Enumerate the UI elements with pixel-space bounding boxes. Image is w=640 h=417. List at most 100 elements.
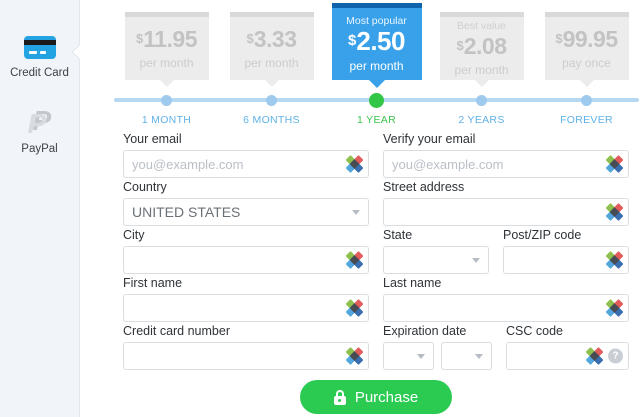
checkout-main: $11.95 per month $3.33 per month Most po… bbox=[80, 0, 640, 417]
diamond-cluster-icon bbox=[605, 299, 624, 317]
credit-card-icon bbox=[23, 36, 56, 59]
currency: $ bbox=[246, 31, 254, 46]
expiration-month-select[interactable] bbox=[383, 342, 434, 370]
plan-1-month[interactable]: $11.95 per month bbox=[124, 12, 209, 87]
paypal-p-back: P bbox=[32, 105, 52, 136]
expiration-year-select[interactable] bbox=[441, 342, 492, 370]
price: 11.95 bbox=[143, 26, 198, 52]
currency: $ bbox=[555, 31, 563, 46]
last-name-field[interactable] bbox=[383, 294, 629, 322]
plan-forever[interactable]: $99.95 pay once bbox=[544, 12, 629, 87]
plan-pointer bbox=[474, 80, 489, 87]
card-number-field[interactable] bbox=[123, 342, 369, 370]
duration-1-month[interactable]: 1 MONTH bbox=[141, 114, 192, 126]
zip-label: Post/ZIP code bbox=[503, 228, 582, 242]
diamond-cluster-icon bbox=[345, 155, 364, 173]
card-number-label: Credit card number bbox=[123, 324, 230, 338]
plan-pointer bbox=[159, 80, 174, 87]
street-address-field[interactable] bbox=[383, 198, 629, 226]
verify-email-field[interactable] bbox=[383, 150, 629, 178]
pricing-plans: $11.95 per month $3.33 per month Most po… bbox=[114, 0, 639, 88]
credit-card-label: Credit Card bbox=[10, 67, 69, 79]
diamond-cluster-icon bbox=[605, 203, 624, 221]
diamond-cluster-icon bbox=[345, 299, 364, 317]
plan-price: $2.50 bbox=[348, 28, 405, 59]
paypal-label: PayPal bbox=[21, 143, 58, 155]
payment-method-sidebar: Credit Card P P PayPal bbox=[0, 0, 89, 417]
diamond-cluster-icon bbox=[585, 347, 604, 365]
plan-1-year-selected[interactable]: Most popular $2.50 per month bbox=[331, 3, 422, 88]
chevron-down-icon bbox=[475, 354, 483, 359]
chevron-down-icon bbox=[352, 210, 360, 215]
country-select[interactable]: UNITED STATES bbox=[123, 198, 369, 226]
expiration-group bbox=[383, 342, 492, 370]
currency: $ bbox=[456, 37, 464, 53]
card-dash bbox=[39, 51, 46, 54]
country-value: UNITED STATES bbox=[132, 204, 241, 220]
timeline-dot-2-years[interactable] bbox=[476, 95, 487, 106]
currency: $ bbox=[135, 31, 144, 46]
email-label: Your email bbox=[123, 132, 182, 146]
price: 2.08 bbox=[463, 32, 507, 59]
price: 2.50 bbox=[356, 25, 405, 56]
csc-label: CSC code bbox=[506, 324, 563, 338]
duration-timeline bbox=[114, 93, 639, 108]
paypal-p-front: P bbox=[27, 108, 47, 139]
duration-1-year[interactable]: 1 YEAR bbox=[357, 114, 396, 126]
timeline-dot-1-month[interactable] bbox=[161, 95, 172, 106]
street-label: Street address bbox=[383, 180, 465, 194]
billing-form: Your email Verify your email Coun bbox=[123, 132, 629, 370]
chevron-down-icon bbox=[417, 354, 425, 359]
currency: $ bbox=[348, 31, 357, 49]
plan-6-months[interactable]: $3.33 per month bbox=[229, 12, 314, 87]
email-field[interactable] bbox=[123, 150, 369, 178]
plan-price: $3.33 bbox=[247, 26, 297, 56]
price: 99.95 bbox=[562, 26, 619, 52]
timeline-dot-1-year[interactable] bbox=[369, 93, 384, 108]
diamond-cluster-icon bbox=[345, 347, 364, 365]
country-label: Country bbox=[123, 180, 167, 194]
state-label: State bbox=[383, 228, 413, 242]
plan-period: per month bbox=[139, 56, 194, 70]
expiration-label: Expiration date bbox=[383, 324, 467, 338]
price: 3.33 bbox=[253, 26, 297, 52]
verify-email-label: Verify your email bbox=[383, 132, 476, 146]
plan-2-years[interactable]: Best value $2.08 per month bbox=[439, 12, 524, 87]
plan-period: per month bbox=[244, 56, 299, 70]
plan-badge: Best value bbox=[456, 19, 507, 32]
plan-pointer bbox=[368, 80, 385, 88]
payment-method-credit-card[interactable]: Credit Card bbox=[0, 36, 79, 79]
last-name-label: Last name bbox=[383, 276, 442, 290]
plan-price: $11.95 bbox=[135, 26, 198, 56]
purchase-button-label: Purchase bbox=[354, 388, 419, 406]
plan-price: $99.95 bbox=[555, 26, 619, 56]
payment-method-paypal[interactable]: P P PayPal bbox=[0, 105, 79, 155]
first-name-label: First name bbox=[123, 276, 183, 290]
lock-icon bbox=[333, 389, 346, 405]
plan-period: per month bbox=[454, 62, 509, 77]
duration-2-years[interactable]: 2 YEARS bbox=[458, 114, 505, 126]
chevron-down-icon bbox=[472, 258, 480, 263]
duration-labels: 1 MONTH 6 MONTHS 1 YEAR 2 YEARS FOREVER bbox=[114, 114, 639, 126]
card-stripe bbox=[23, 40, 56, 45]
purchase-button[interactable]: Purchase bbox=[300, 380, 452, 414]
question-icon[interactable]: ? bbox=[608, 348, 623, 364]
duration-forever[interactable]: FOREVER bbox=[560, 114, 613, 126]
state-select[interactable] bbox=[383, 246, 489, 274]
plan-price: $2.08 bbox=[457, 33, 507, 63]
plan-period: pay once bbox=[562, 56, 611, 70]
diamond-cluster-icon bbox=[605, 251, 624, 269]
timeline-dot-6-months[interactable] bbox=[266, 95, 277, 106]
timeline-dot-forever[interactable] bbox=[581, 95, 592, 106]
duration-6-months[interactable]: 6 MONTHS bbox=[243, 114, 300, 126]
diamond-cluster-icon bbox=[345, 251, 364, 269]
plan-badge: Most popular bbox=[346, 14, 407, 27]
purchase-row: Purchase bbox=[123, 380, 629, 414]
first-name-field[interactable] bbox=[123, 294, 369, 322]
diamond-cluster-icon bbox=[605, 155, 624, 173]
plan-period: per month bbox=[349, 58, 404, 73]
plan-pointer bbox=[264, 80, 279, 87]
city-field[interactable] bbox=[123, 246, 369, 274]
card-dash bbox=[28, 51, 37, 54]
